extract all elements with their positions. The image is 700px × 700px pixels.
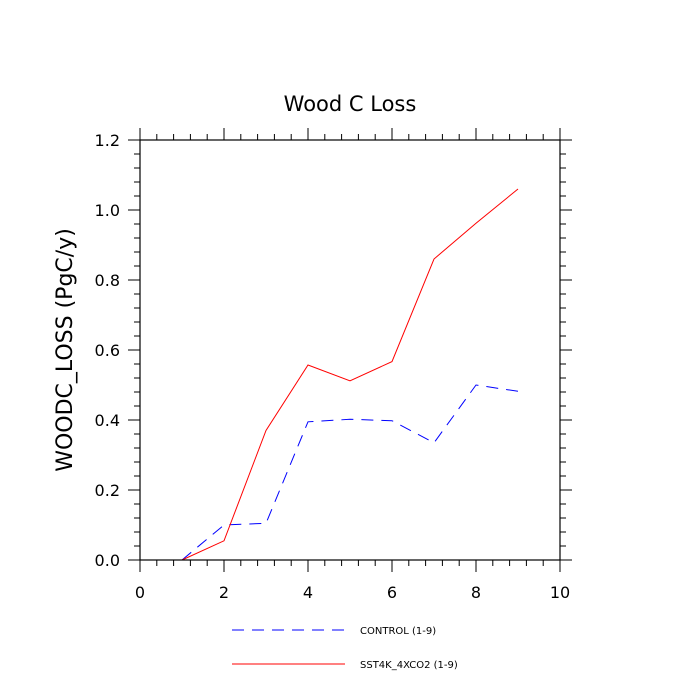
y-tick-label: 0.0 <box>95 551 120 570</box>
y-axis-label: WOODC_LOSS (PgC/y) <box>53 228 78 472</box>
legend: CONTROL (1-9) SST4K_4XCO2 (1-9) <box>232 626 458 671</box>
axis-ticks <box>128 128 572 572</box>
series-line-control-1-9 <box>181 384 519 561</box>
plot-frame <box>139 139 561 561</box>
x-tick-label: 10 <box>550 583 570 602</box>
legend-label: CONTROL (1-9) <box>360 626 436 637</box>
x-tick-label: 0 <box>135 583 145 602</box>
legend-label: SST4K_4XCO2 (1-9) <box>360 660 458 671</box>
x-tick-label: 6 <box>387 583 397 602</box>
x-tick-labels: 0 2 4 6 8 10 <box>135 583 570 602</box>
chart-title: Wood C Loss <box>284 92 417 116</box>
series-layer <box>181 188 519 561</box>
y-tick-label: 1.0 <box>95 201 120 220</box>
x-tick-label: 4 <box>303 583 313 602</box>
y-tick-label: 0.2 <box>95 481 120 500</box>
x-tick-label: 2 <box>219 583 229 602</box>
y-tick-label: 0.6 <box>95 341 120 360</box>
y-tick-label: 0.8 <box>95 271 120 290</box>
series-line-sst4k-4xco2-1-9 <box>181 188 519 561</box>
y-tick-label: 0.4 <box>95 411 120 430</box>
y-tick-labels: 0.0 0.2 0.4 0.6 0.8 1.0 1.2 <box>95 131 120 570</box>
x-tick-label: 8 <box>471 583 481 602</box>
y-tick-label: 1.2 <box>95 131 120 150</box>
